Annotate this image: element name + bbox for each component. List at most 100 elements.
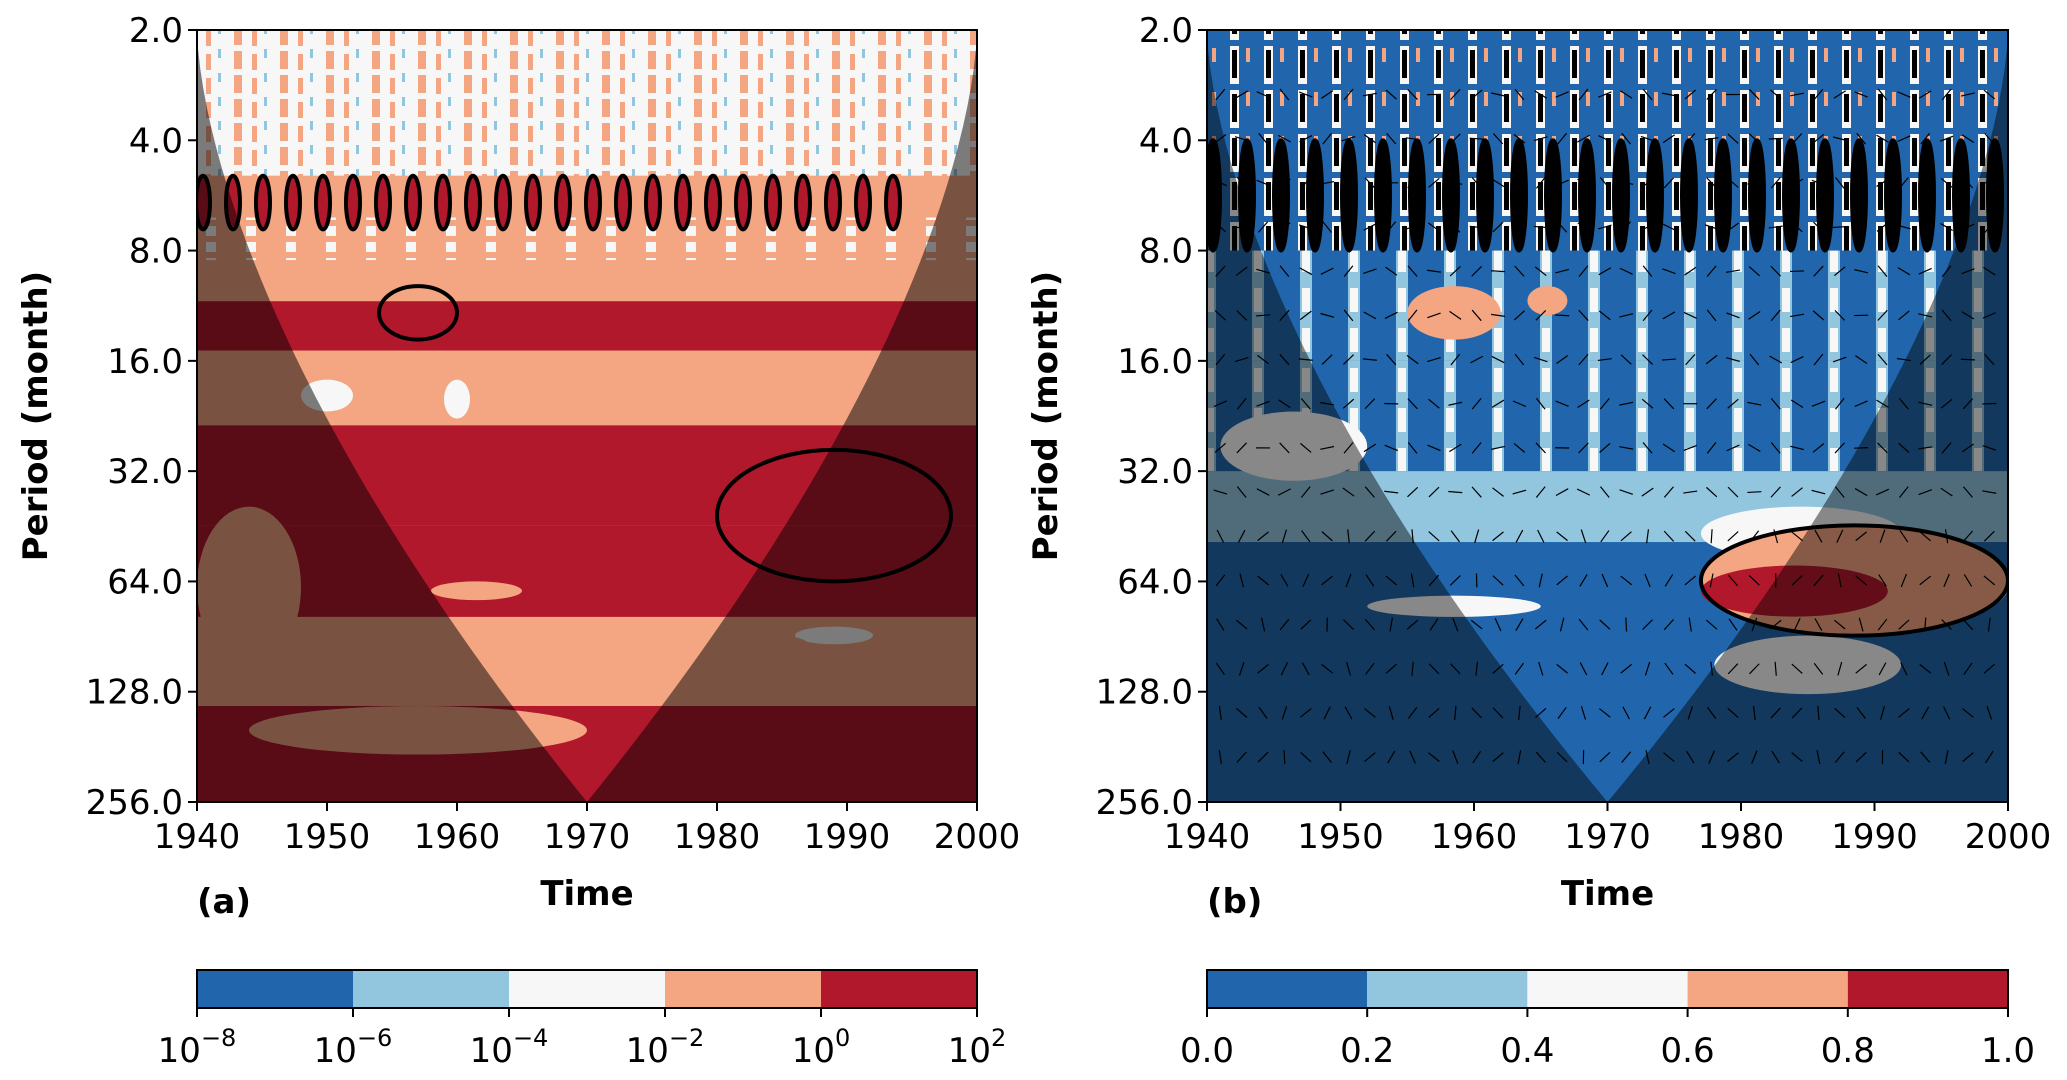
phase-arrow [1322,132,1332,145]
phase-arrow [1790,445,1805,451]
phase-arrow [1962,486,1973,498]
phase-arrow [1983,663,1996,674]
phase-arrow [1236,310,1248,321]
phase-arrow [1752,705,1756,720]
phase-arrow [1514,88,1525,101]
phase-arrow [1620,575,1633,586]
x-tick-label: 1980 [674,817,761,857]
phase-arrow [1833,619,1846,630]
phase-arrow [1279,88,1290,101]
colorbar-swatch [1367,970,1528,1008]
sig-island-19 [764,173,782,232]
phase-arrow [1710,529,1713,544]
sig-island-2 [254,173,272,232]
phase-arrow [1598,310,1611,321]
phase-arrow [1557,706,1567,719]
phase-arrow [1407,309,1418,322]
phase-arrow [1811,400,1826,407]
phase-arrow [1472,750,1482,764]
colorbar-swatch [665,970,821,1008]
patch-6 [1527,286,1568,316]
phase-arrow [1512,489,1527,495]
phase-arrow [1363,134,1376,144]
phase-arrow [1579,662,1588,676]
phase-arrow [1257,663,1269,674]
phase-arrow [1555,268,1570,274]
colorbar-tick-label: 1.0 [1981,1031,2035,1071]
phase-arrow [1556,575,1568,586]
phase-arrow [1854,488,1868,497]
sig-island-7 [404,173,422,232]
phase-arrow [1643,706,1652,720]
phase-arrow [1897,135,1911,143]
phase-arrow [1663,530,1675,542]
phase-arrow [1407,442,1418,454]
phase-arrow [1982,444,1997,451]
phase-arrow [1920,751,1931,763]
phase-arrow [1385,575,1397,586]
sig-island-14 [1680,138,1698,253]
phase-arrow [1239,573,1244,588]
sig-island-8 [1476,138,1494,253]
phase-arrow [1918,313,1933,318]
phase-arrow [1749,89,1760,100]
colorbar-swatch [1207,970,1368,1008]
phase-arrow [1770,309,1781,322]
phase-arrow [1491,178,1505,188]
sig-island-10 [494,173,512,232]
x-tick-label: 2000 [1965,817,2052,857]
phase-arrow [1834,309,1846,321]
phase-arrow [1470,355,1484,364]
phase-arrow [1236,707,1248,718]
phase-arrow [1832,356,1847,363]
phase-arrow [1664,574,1674,587]
phase-arrow [1855,751,1867,763]
y-axis-title: Period (month) [1026,271,1066,561]
phase-arrow [1898,442,1910,454]
phase-arrow [1726,312,1740,319]
sig-island-3 [1306,138,1324,253]
phase-arrow [1214,134,1227,144]
phase-arrow [1812,133,1825,144]
phase-arrow [1877,309,1888,321]
colorbar-tick-label: 0.4 [1500,1031,1554,1071]
cone-of-influence [197,30,977,802]
phase-arrow [1258,706,1268,720]
phase-arrow [1320,401,1335,406]
phase-arrow [1384,311,1398,319]
phase-arrow [1662,443,1676,453]
x-tick-label: 1960 [1431,817,1518,857]
phase-arrow [1749,663,1760,675]
phase-arrow [1832,225,1847,229]
phase-arrow [1301,662,1310,676]
phase-arrow [1320,90,1334,99]
phase-arrow [1855,355,1868,365]
colorbar-swatch [197,970,353,1008]
phase-arrow [1747,401,1762,406]
patch-3 [1367,595,1541,617]
phase-arrow [1963,662,1973,675]
phase-arrow [1832,136,1847,141]
phase-arrow [1834,707,1846,719]
phase-arrow [1941,88,1952,101]
y-tick-label: 128.0 [1096,673,1193,713]
phase-arrow [1983,575,1996,586]
phase-arrow [1215,265,1226,277]
phase-arrow [1256,179,1270,186]
phase-arrow [1855,663,1867,674]
phase-arrow [1215,574,1226,587]
phase-arrow [1576,488,1591,496]
sig-island-17 [1782,138,1800,253]
phase-arrow [1599,751,1611,763]
phase-arrow [1943,573,1950,588]
phase-arrow [1236,486,1247,498]
colorbar-tick-label: 0.0 [1180,1031,1234,1071]
phase-arrow [1534,619,1547,630]
phase-arrow [1556,663,1568,674]
phase-arrow [1600,530,1610,543]
x-tick-label: 1990 [1831,817,1918,857]
colorbar-a: 10−8 10−6 10−4 10−2 100 102 [158,969,1006,1071]
phase-arrow [1300,486,1311,498]
y-axis-ticks: 2.0 4.0 8.0 16.0 32.0 64.0 128.0 256.0 [86,11,197,823]
phase-arrow [1279,442,1290,454]
